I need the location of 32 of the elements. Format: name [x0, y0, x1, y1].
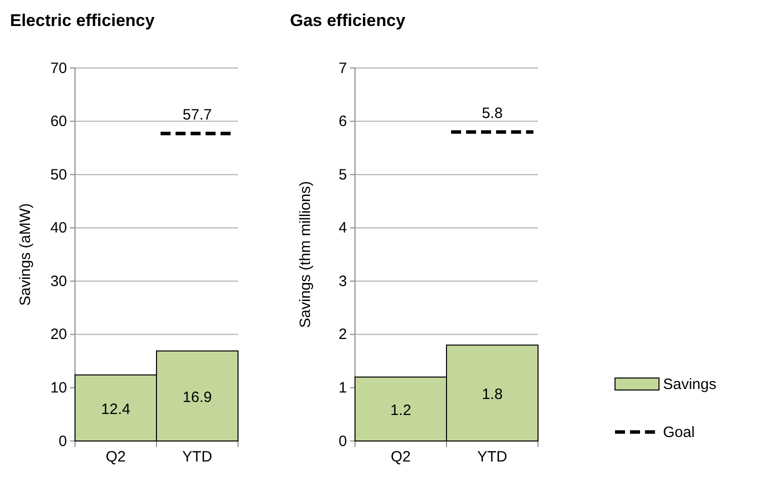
y-tick-label: 0	[338, 432, 347, 450]
y-tick-label: 5	[338, 166, 347, 184]
y-tick-label: 6	[338, 113, 347, 130]
y-axis-title: Savings (thm millions)	[297, 181, 314, 328]
data-label: 12.4	[101, 400, 130, 418]
legend-label: Savings	[663, 376, 716, 393]
y-tick-label: 1	[338, 380, 347, 397]
y-tick-label: 0	[58, 432, 67, 450]
data-label: 1.8	[482, 386, 503, 404]
y-tick-label: 20	[50, 326, 67, 344]
x-tick-label: YTD	[477, 448, 508, 466]
y-tick-label: 3	[338, 272, 347, 290]
y-tick-label: 2	[338, 326, 347, 344]
ref-line-label: 5.8	[482, 104, 503, 122]
x-tick-label: Q2	[390, 448, 411, 466]
y-tick-label: 10	[50, 380, 67, 397]
legend-label: Goal	[663, 424, 695, 441]
y-tick-label: 4	[338, 220, 347, 237]
x-tick-label: YTD	[182, 448, 212, 466]
y-tick-label: 40	[50, 220, 67, 237]
data-label: 1.2	[390, 402, 412, 420]
y-tick-label: 30	[50, 272, 67, 290]
chart-title: Gas efficiency	[290, 11, 406, 30]
y-tick-label: 7	[338, 60, 347, 77]
y-tick-label: 60	[50, 113, 67, 130]
y-tick-label: 70	[50, 60, 67, 77]
chart-title: Electric efficiency	[10, 11, 156, 30]
data-label: 16.9	[182, 388, 212, 406]
ref-line-label: 57.7	[182, 106, 212, 124]
y-axis-title: Savings (aMW)	[17, 203, 34, 306]
x-tick-label: Q2	[106, 448, 126, 466]
y-tick-label: 50	[50, 166, 67, 184]
